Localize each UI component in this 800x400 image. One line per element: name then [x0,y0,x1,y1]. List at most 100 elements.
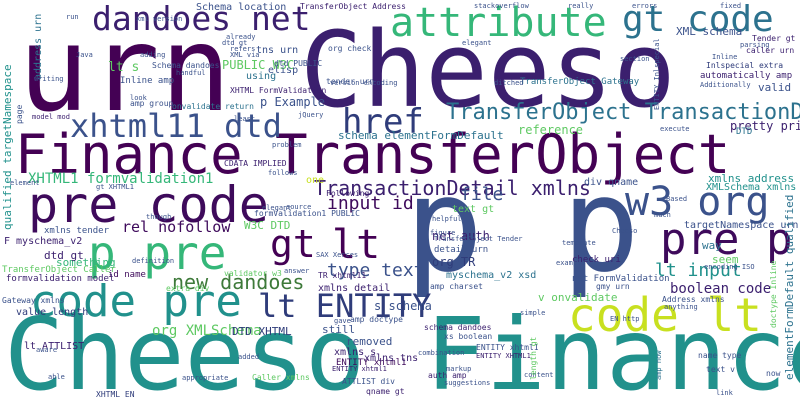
word-execute: execute [660,125,690,133]
word-f-myschema: F myschema_v2 [4,236,83,247]
word-element: element [10,179,40,187]
word-xmlns-detail: xmlns detail [318,283,391,294]
word-refers: refers [230,45,256,53]
word-v-onvalidate: v onvalidate [538,291,618,304]
word-targetnamespace-urn: targetNamespace urn [684,220,799,231]
word-org-check: org check [328,44,372,53]
word-much: much [654,211,671,219]
word-s-schema: s schema [374,299,432,313]
word-something: something [56,256,116,269]
word-urn: urn [18,0,232,138]
word-problem: problem [272,141,302,149]
word-formvalidation1-public: formValidation1 PUBLIC [254,209,360,218]
word-length-gt: length gt [529,336,538,380]
word-gave: gave [334,317,351,325]
word-version-encoding: version encoding [330,79,398,87]
word-transferobject-tender: TransferObject Tender [434,235,523,243]
word-section: section [620,55,650,63]
word-pre-p: pre p [660,214,793,265]
word-schema-elementformdefault: schema elementFormDefault [338,129,504,142]
word-answer: answer [284,267,310,275]
word-markup: markup [446,365,472,373]
word-name-type: name type [698,351,742,360]
word-caller-xmlns: Caller xmlns [252,373,310,382]
word-using: using [246,71,277,82]
word-tender-gt: Tender gt [752,34,796,43]
word-handful: handful [176,69,206,77]
word-xmlns-s: xmlns s [334,347,377,358]
word-valid: valid [758,81,792,94]
word-validator-w3: validator w3 [224,269,282,278]
word-xmlns-tender: xmlns tender [44,226,110,236]
word-net-formvalidation: net FormValidation [572,274,670,284]
word-inline: Inline [712,53,738,61]
word-sax-xerces: SAX Xerces [316,251,359,259]
word-seem: seem [712,253,739,266]
word-appropriate: appropriate [182,374,229,382]
word-aware: aware [36,346,58,354]
word-dtd-gt-2: dtd gt [222,39,248,47]
word-text-v: text v [706,365,735,374]
word-least: least [234,115,256,123]
word-tns-urn: tns urn [256,45,299,56]
word-based: Based [666,195,688,203]
word-tender-urn: tender urn [326,77,375,86]
word-check-uri: check uri [572,255,621,265]
word-transferobject-address: TransferObject Address [300,2,406,11]
word-xml-via: XML via [230,51,260,59]
word-one: one [306,175,325,186]
word-cheeso-small: Cheeso [612,227,638,235]
word-lt-input: lt input [655,260,742,281]
word-added: added [238,353,260,361]
word-lt-entity: lt ENTITY [258,287,432,325]
word-caller-urn: caller urn [746,46,795,55]
word-anything: anything [664,303,698,311]
word-automatically-amp: automatically amp [700,71,793,81]
word-gateway-xmlns: Gateway xmlns [2,296,65,305]
word-java: Java [76,51,93,59]
word-detail-urn: detail urn [434,245,489,255]
word-entity-inlspecial: ENTITY Inlspecial [653,38,661,110]
word-lt: lt [332,222,381,268]
word-attribute: attribute [390,0,607,46]
word-fixed: fixed [720,2,742,10]
word-id-name: id name [108,270,146,280]
word-entity-xhtml1-2: ENTITY xhtml1 [476,343,539,352]
word-entity-xhtml1-3: ENTITY xhtml1 [332,365,387,373]
word-cheeso-finance: Cheeso Finance [4,296,800,400]
word-additionally: Additionally [700,81,751,89]
word-boolean-code: boolean code [670,281,772,297]
word-adding: adding [140,51,166,59]
word-net-auth: net auth [432,229,490,243]
word-amp-now: amp now [655,350,663,380]
word-extra-div: extra div [166,284,210,293]
word-elegant: elegant [462,39,492,47]
word-entity-xhtml1: ENTITY xhtml1 [336,358,407,368]
word-xml-version: xml version [136,15,183,23]
word-page: page [15,104,24,124]
word-elementformdefault-qualified: elementFormDefault qualified [783,194,796,380]
word-template: template [562,239,596,247]
word-transferobject-gateway: TransferObject Gateway [520,77,640,87]
word-dandoes-net: dandoes net [92,0,311,38]
word-en-http: EN http [610,315,640,323]
word-dtd-xhtml: DTD XHTML [232,325,292,338]
word-gt: gt [270,222,316,266]
word-onvalidate-return: onvalidate return [172,102,254,111]
word-elisp: elisp [268,65,299,76]
word-really: really [568,2,594,10]
word-xhtml1-formvalidation1: XHTML1 formvalidation1 [28,171,214,187]
word-jquery: jQuery [298,111,324,119]
word-stackoverflow: stackoverflow [474,2,529,10]
word-div-qname: div qname [584,177,639,188]
word-tr-xhtml11: TR xhtml11 [318,271,367,280]
word-cdata-implied: CDATA IMPLIED [224,159,287,168]
word-w3c-dtd: W3C DTD [244,219,291,232]
word-p-p: p p [405,149,640,301]
word-schema-dandoes-2: Schema dandoes [152,61,220,70]
word-amp-charset: amp charset [430,282,483,291]
word-elegant-2: elegant [262,204,292,212]
word-p-example: p Example [260,95,326,109]
word-transferobject-caller: TransferObject Caller [2,265,116,275]
